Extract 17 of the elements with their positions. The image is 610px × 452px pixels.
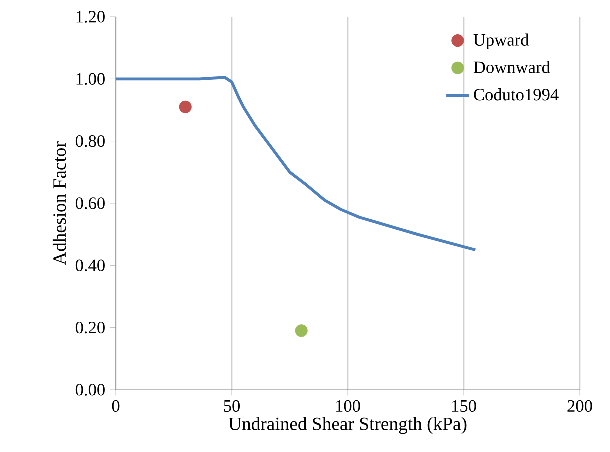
y-tick-label: 1.00 (76, 73, 105, 86)
y-tick-label: 0.80 (76, 135, 105, 148)
y-tick-label: 0.00 (76, 384, 105, 396)
x-axis-title: Undrained Shear Strength (kPa) (228, 417, 467, 434)
y-tick-label: 0.40 (76, 260, 105, 272)
y-axis-title: Adhesion Factor (52, 142, 66, 266)
x-tick-label: 50 (224, 400, 240, 412)
x-tick-label: 100 (336, 400, 360, 412)
x-tick-label: 150 (452, 400, 476, 412)
y-tick-label: 0.60 (76, 198, 105, 210)
y-tick-label: 0.20 (76, 322, 105, 334)
legend-label: Coduto1994 (474, 88, 559, 101)
x-tick-label: 0 (112, 400, 120, 412)
x-tick-label: 200 (568, 400, 592, 412)
legend-label: Upward (474, 34, 530, 50)
legend-label: Downward (474, 61, 550, 74)
y-tick-label: 1.20 (76, 11, 105, 23)
